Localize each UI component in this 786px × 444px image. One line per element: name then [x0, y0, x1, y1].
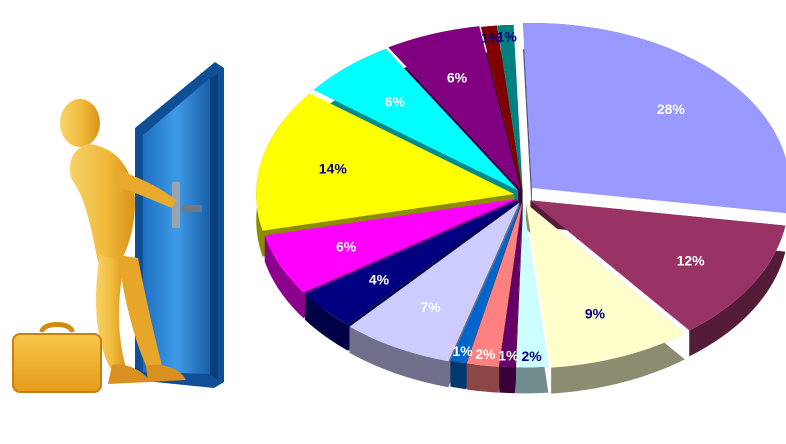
pie-slice-face — [388, 26, 521, 190]
pie-slice — [530, 200, 786, 357]
pie-slice-label: 4% — [369, 271, 390, 287]
pie-slice-face — [264, 198, 517, 293]
pie-slice-side — [516, 202, 549, 394]
pie-slice — [516, 202, 549, 394]
pie-slice-label: 1% — [481, 30, 502, 46]
pie-slice — [450, 202, 522, 390]
pie-slice — [499, 202, 523, 394]
pie-slice-label: 6% — [385, 94, 406, 110]
pie-slice-face — [450, 202, 522, 364]
pie-slice — [304, 200, 518, 351]
pie-slice-side — [499, 202, 523, 394]
pie-slice-face — [525, 203, 685, 368]
briefcase-icon — [12, 322, 102, 393]
pie-slice-face — [499, 202, 523, 368]
pie-slice-label: 28% — [657, 101, 686, 117]
pie-slice-face — [313, 48, 519, 191]
pie-slice — [522, 23, 786, 215]
pie-slice-side — [304, 200, 518, 351]
door-illustration — [12, 62, 224, 393]
pie-slice-face — [497, 24, 523, 190]
pie-slice-face — [304, 200, 518, 325]
door-icon — [135, 62, 224, 388]
pie-slice-face — [466, 202, 523, 367]
pie-slice-face — [256, 93, 515, 231]
pie-slice-face — [530, 200, 786, 331]
pie-slice-label: 12% — [677, 252, 706, 268]
pie-slice-face — [480, 25, 523, 190]
pie-slice-face — [522, 23, 786, 214]
pie-slice-label: 1% — [498, 347, 519, 363]
pie-slice-label: 14% — [319, 161, 348, 177]
pie-slice-label: 6% — [447, 70, 468, 86]
pie-chart: 28%12%9%2%1%2%1%7%4%6%14%6%6%1%1% — [256, 23, 786, 394]
pie-slice-label: 1% — [497, 29, 518, 45]
pie-slice-label: 7% — [420, 299, 441, 315]
pie-slice-side — [450, 202, 522, 390]
figure-icon — [60, 99, 186, 384]
pie-slice — [525, 203, 685, 394]
pie-slice-label: 2% — [475, 346, 496, 362]
pie-slice-label: 1% — [452, 343, 473, 359]
pie-slice-face — [349, 202, 520, 362]
pie-slice-face — [516, 202, 549, 368]
pie-slice-label: 2% — [521, 348, 542, 364]
pie-slice-label: 9% — [585, 306, 606, 322]
pie-slice-label: 6% — [336, 238, 357, 254]
